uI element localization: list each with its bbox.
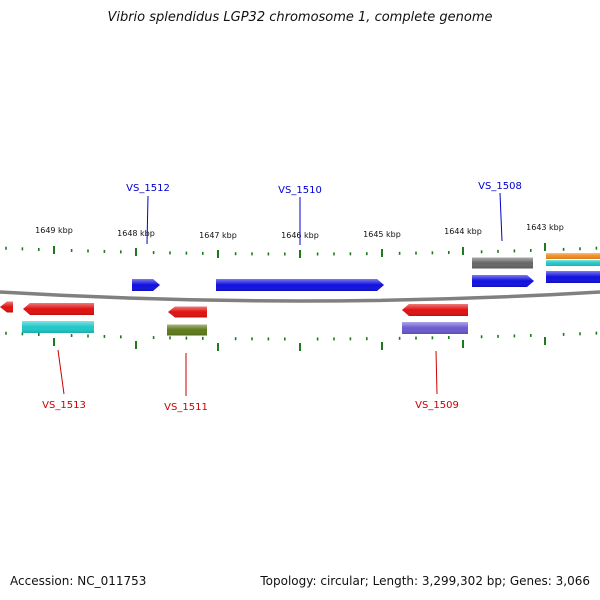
- feature-shading: [132, 279, 160, 291]
- scale-tick-label: 1643 kbp: [526, 223, 564, 232]
- feature-shading: [22, 321, 94, 333]
- gene-label[interactable]: VS_1513: [42, 400, 86, 411]
- feature-shading: [546, 271, 600, 283]
- feature-shading: [168, 306, 207, 318]
- feature-shading: [216, 279, 384, 291]
- feature-shading: [546, 260, 600, 266]
- gene-leader-line: [435, 350, 438, 395]
- genome-backbone: [0, 290, 600, 303]
- genome-summary: Topology: circular; Length: 3,299,302 bp…: [260, 574, 590, 588]
- map-title: Vibrio splendidus LGP32 chromosome 1, co…: [107, 10, 493, 25]
- scale-tick-label: 1645 kbp: [363, 230, 401, 239]
- gene-label[interactable]: VS_1509: [415, 400, 459, 411]
- scale-tick-label: 1647 kbp: [199, 231, 237, 240]
- feature-shading: [167, 324, 207, 336]
- gene-label[interactable]: VS_1511: [164, 402, 208, 413]
- feature-shading: [472, 275, 534, 287]
- scale-tick-label: 1644 kbp: [444, 227, 482, 236]
- feature-shading: [23, 303, 94, 315]
- accession-text: Accession: NC_011753: [10, 574, 147, 588]
- gene-leader-line: [146, 195, 149, 245]
- gene-label[interactable]: VS_1512: [126, 183, 170, 194]
- feature-shading: [472, 257, 533, 269]
- feature-shading: [546, 253, 600, 259]
- feature-shading: [0, 301, 13, 313]
- gene-label[interactable]: VS_1508: [478, 181, 522, 192]
- gene-leader-line: [57, 349, 65, 395]
- gene-leader-line: [499, 192, 503, 242]
- feature-shading: [402, 322, 468, 334]
- scale-tick-label: 1648 kbp: [117, 229, 155, 238]
- scale-tick-label: 1649 kbp: [35, 226, 73, 235]
- feature-shading: [402, 304, 468, 316]
- gene-label[interactable]: VS_1510: [278, 185, 322, 196]
